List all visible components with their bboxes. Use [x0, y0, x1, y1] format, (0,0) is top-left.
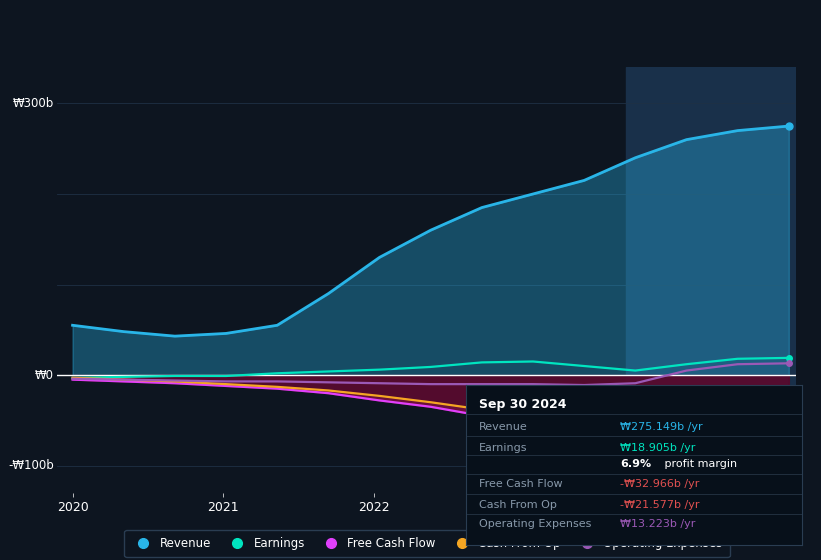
Text: Operating Expenses: Operating Expenses [479, 519, 591, 529]
Text: -₩21.577b /yr: -₩21.577b /yr [621, 500, 699, 510]
Text: ₩300b: ₩300b [12, 97, 54, 110]
Text: -₩100b: -₩100b [8, 459, 54, 472]
Bar [626, 67, 804, 493]
Text: ₩13.223b /yr: ₩13.223b /yr [621, 519, 695, 529]
Text: 6.9%: 6.9% [621, 459, 652, 469]
Legend: Revenue, Earnings, Free Cash Flow, Cash From Op, Operating Expenses: Revenue, Earnings, Free Cash Flow, Cash … [124, 530, 730, 557]
Text: Earnings: Earnings [479, 442, 527, 452]
Text: profit margin: profit margin [661, 459, 737, 469]
Text: ₩0: ₩0 [34, 368, 54, 381]
Text: Free Cash Flow: Free Cash Flow [479, 479, 562, 489]
Text: Sep 30 2024: Sep 30 2024 [479, 398, 566, 411]
Text: ₩18.905b /yr: ₩18.905b /yr [621, 442, 695, 452]
Text: ₩275.149b /yr: ₩275.149b /yr [621, 422, 703, 432]
Text: Revenue: Revenue [479, 422, 528, 432]
Text: Cash From Op: Cash From Op [479, 500, 557, 510]
Text: -₩32.966b /yr: -₩32.966b /yr [621, 479, 699, 489]
